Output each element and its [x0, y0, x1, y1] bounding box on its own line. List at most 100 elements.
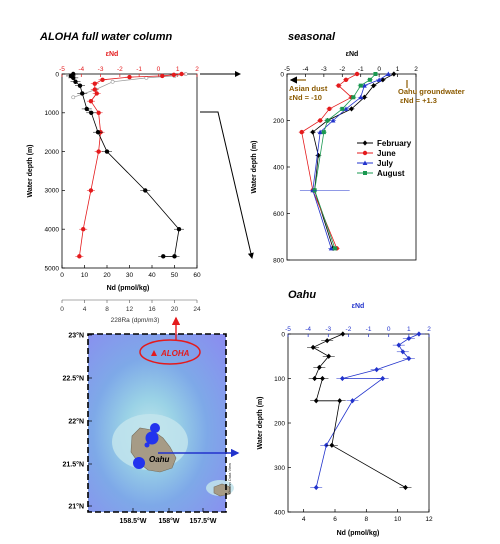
map-lon-label-0: 158.5°W	[120, 517, 147, 525]
legend-marker-2	[362, 160, 368, 165]
oahu-gw-label: Oahu groundwater	[398, 87, 465, 96]
oahu-eps-point-1	[406, 335, 412, 342]
oahu-plot-frame	[287, 333, 430, 513]
asian-dust-eps: εNd = -10	[289, 93, 322, 102]
oahu-nd-tick-label-0: 4	[302, 516, 306, 523]
oahu-eps-point-3	[400, 349, 406, 355]
oahu-eps-point-6	[339, 375, 345, 382]
asian-dust-label: Asian dust	[289, 84, 328, 93]
oahu-nd-point-6	[320, 375, 325, 382]
map-lon-label-1: 158°W	[158, 517, 179, 525]
aloha-eps-tick-label-2: -3	[98, 66, 104, 73]
seasonal-february-point-1	[380, 77, 386, 83]
oahu-nd-tick-label-3: 10	[394, 516, 402, 523]
seasonal-july-point-2	[362, 83, 367, 88]
aloha-depth-tick-label-1: 1000	[45, 110, 60, 117]
aloha-depth-tick-label-2: 2000	[45, 149, 60, 156]
oahu-eps-point-5	[374, 367, 380, 373]
oahu-nd-point-4	[316, 364, 322, 370]
panel-map: Oahu ALOHA Ocean Data View 158.5°W 158°W 1…	[63, 316, 240, 525]
aloha-nd-point-2	[71, 75, 76, 81]
oahu-nd-line	[312, 333, 406, 488]
oahu-eps-tick-label-0: -5	[285, 326, 291, 333]
oahu-eps-point-8	[350, 398, 355, 404]
ra-tick-label-4: 16	[148, 306, 156, 313]
oahu-station-1	[150, 423, 160, 433]
seasonal-july-point-3	[358, 94, 364, 100]
oahu-title: Oahu	[288, 289, 316, 301]
seasonal-eps-tick-label-1: -4	[303, 66, 309, 73]
oahu-nd-point-1	[324, 338, 330, 344]
seasonal-august-point-4	[340, 106, 345, 111]
aloha-eps-point-11	[96, 149, 101, 154]
seasonal-august-line	[314, 73, 376, 249]
panel-seasonal: seasonal εNd -5 -4 -3 -2 -1 0 1 20200400600800 …	[251, 31, 465, 264]
legend-label-2: July	[377, 159, 394, 168]
aloha-eps-point-2	[160, 73, 165, 79]
aloha-plot-frame	[61, 73, 198, 269]
seasonal-july-point-5	[330, 118, 336, 123]
oahu-depth-tick-label-3: 300	[274, 465, 285, 472]
aloha-nd-tick-label-5: 50	[171, 272, 179, 279]
map-credit: Ocean Data View	[227, 463, 232, 494]
oahu-eps-tick-label-1: -4	[305, 326, 311, 333]
aloha-nd-point-12	[172, 254, 177, 259]
oahu-station-2	[145, 431, 159, 445]
aloha-eps-axis-label: εNd	[106, 51, 119, 58]
arrow-to-seasonal-depth	[200, 111, 254, 259]
oahu-nd-point-5	[312, 375, 318, 382]
legend-marker-0	[362, 140, 368, 146]
oahu-eps-tick-label-6: 1	[407, 326, 411, 333]
oahu-depth-tick-label-2: 200	[274, 420, 285, 427]
oahu-nd-point-7	[313, 398, 319, 404]
aloha-eps-tick-label-5: 0	[157, 66, 161, 73]
oahu-map-label: Oahu	[149, 455, 170, 464]
aloha-depth-tick-label-4: 4000	[45, 227, 60, 234]
oahu-nd-point-0	[340, 331, 346, 337]
seasonal-june-point-1	[343, 77, 349, 83]
panel-oahu: Oahu εNd -5 -4 -3 -2 -1 0 1 24 6 8 10 1201002003004…	[257, 289, 433, 537]
aloha-depth-tick-label-3: 3000	[45, 188, 60, 195]
oahu-eps-tick-label-2: -3	[325, 326, 331, 333]
seasonal-july-point-8	[328, 245, 334, 251]
seasonal-february-point-2	[371, 83, 377, 89]
seasonal-eps-tick-label-3: -2	[339, 66, 345, 73]
oahu-nd-point-8	[337, 398, 343, 404]
oahu-eps-line	[315, 333, 420, 488]
aloha-map-label: ALOHA	[160, 349, 190, 358]
legend-label-3: August	[377, 169, 405, 178]
seasonal-june-point-4	[327, 106, 332, 112]
aloha-nd-point-3	[73, 79, 78, 84]
oahu-y-axis-label: Water depth (m)	[257, 396, 264, 449]
aloha-nd-point-8	[95, 130, 101, 135]
aloha-eps-tick-label-6: 1	[176, 66, 180, 73]
seasonal-depth-tick-label-0: 0	[280, 71, 284, 78]
oahu-station-4	[144, 442, 150, 448]
legend-marker-1	[362, 150, 368, 156]
map-lat-label-1: 22.5°N	[63, 375, 84, 383]
seasonal-june-point-5	[317, 118, 323, 123]
seasonal-title: seasonal	[288, 31, 336, 43]
seasonal-february-point-6	[310, 129, 316, 135]
map-lat-label-2: 22°N	[68, 418, 84, 426]
ra-tick-label-2: 8	[105, 306, 109, 313]
oahu-eps-point-2	[396, 342, 402, 348]
oahu-eps-tick-label-3: -2	[346, 326, 352, 333]
oahu-depth-tick-label-0: 0	[281, 331, 285, 338]
ra-tick-label-6: 24	[193, 306, 201, 313]
oahu-nd-tick-label-4: 12	[425, 516, 433, 523]
aloha-nd-tick-label-0: 0	[60, 272, 64, 279]
aloha-eps-tick-label-7: 2	[195, 66, 199, 73]
oahu-nd-point-3	[326, 353, 332, 359]
aloha-eps-point-6	[92, 87, 97, 92]
aloha-nd-point-5	[80, 91, 85, 96]
seasonal-depth-tick-label-3: 600	[273, 211, 284, 218]
oahu-eps-tick-label-4: -1	[366, 326, 372, 333]
aloha-nd-tick-label-1: 10	[81, 272, 89, 279]
aloha-nd-tick-label-6: 60	[193, 272, 201, 279]
oahu-depth-tick-label-1: 100	[274, 376, 285, 383]
aloha-ra-point-3	[110, 79, 115, 84]
seasonal-eps-tick-label-4: -1	[358, 66, 364, 73]
aloha-nd-point-9	[104, 149, 110, 154]
